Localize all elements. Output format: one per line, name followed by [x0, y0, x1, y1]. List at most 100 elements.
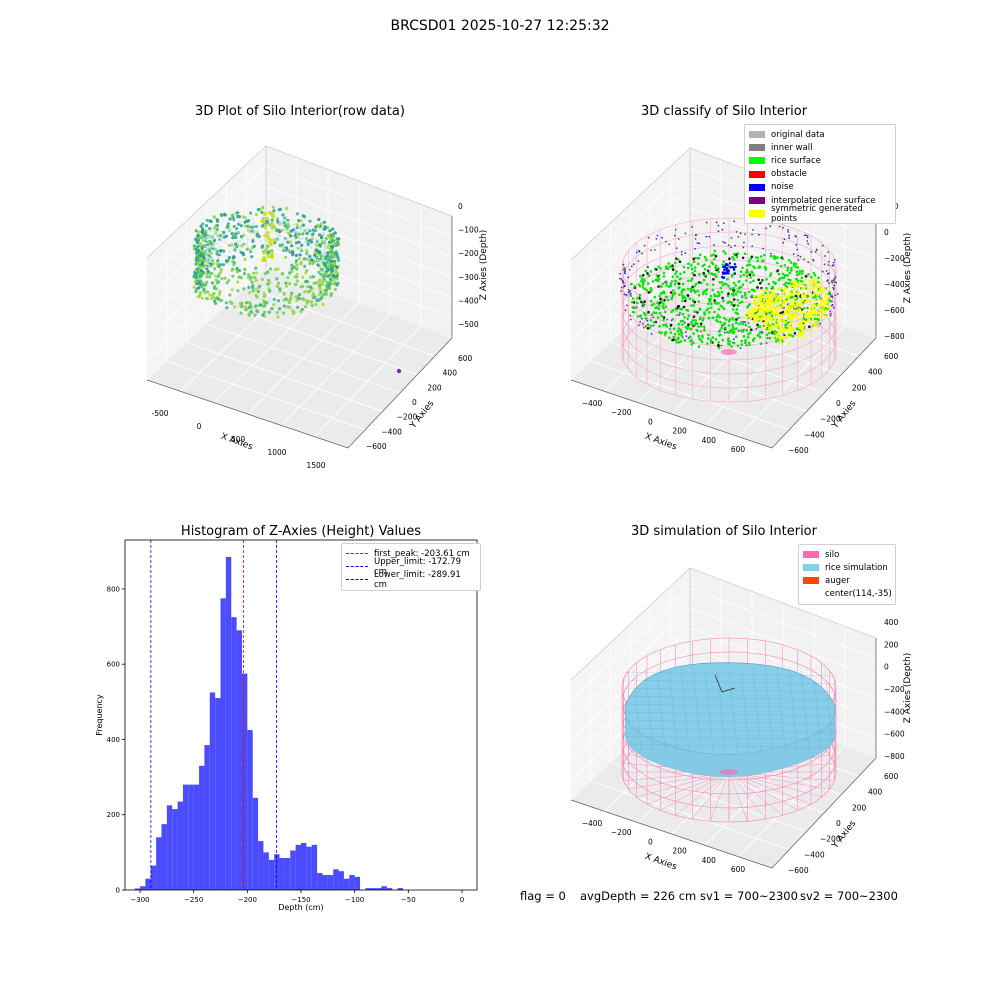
panel2-rice-point [754, 311, 757, 315]
panel1-point [219, 237, 222, 240]
panel1-z-tick: −200 [458, 249, 479, 258]
panel1-point [301, 275, 305, 279]
x-tick-label: −200 [238, 896, 257, 904]
panel1-point [235, 224, 239, 227]
panel4-zlabel: Z Axies (Depth) [903, 653, 913, 724]
panel2-noise-point [762, 325, 765, 327]
histogram-bar [263, 852, 269, 890]
histogram-bar [338, 871, 344, 890]
panel2-rice-point [719, 286, 723, 290]
panel2-rice-point [689, 287, 693, 291]
panel1-point [210, 230, 213, 233]
panel2-rice-point [756, 325, 760, 329]
panel2-rice-point [660, 300, 664, 304]
histogram-bar [241, 673, 248, 890]
panel2-y-tick: 400 [868, 368, 883, 377]
panel1-point [231, 218, 234, 221]
panel1-point [306, 289, 310, 294]
panel1-point [207, 245, 210, 248]
panel2-rice-point [664, 333, 667, 336]
panel1-point [293, 236, 296, 239]
panel2-symmetric-point [774, 300, 778, 303]
panel1-point [278, 230, 282, 234]
panel1-point [239, 311, 243, 315]
panel1-point [277, 208, 281, 212]
panel1-point [205, 258, 208, 261]
panel2-noise-point [722, 265, 725, 269]
panel2-rice-point [789, 261, 793, 264]
panel1-point [194, 247, 198, 251]
panel1-x-tick: 500 [231, 435, 246, 444]
panel2-rice-point [713, 249, 717, 253]
panel2-rice-point [795, 273, 799, 277]
panel2-rice-point [705, 308, 708, 312]
panel2-noise-point [624, 268, 626, 271]
panel2-noise-point [723, 331, 726, 334]
panel1-point [303, 305, 307, 309]
panel2-rice-point [711, 283, 715, 287]
panel1-point [267, 287, 271, 291]
panel1-point [326, 245, 330, 249]
panel4-z-tick: −400 [884, 707, 905, 716]
panel1-x-tick: 1500 [306, 461, 325, 470]
panel2-rice-point [713, 257, 716, 261]
axes-floor-pane [147, 268, 452, 448]
panel1-point [232, 255, 236, 259]
panel1-y-tick: 600 [458, 354, 473, 363]
panel2-rice-point [680, 307, 684, 311]
legend-swatch [749, 170, 765, 178]
panel2-rice-point [644, 313, 647, 317]
panel2-noise-point [637, 260, 640, 262]
panel1-point [293, 283, 297, 287]
panel4-x-tick: 200 [672, 847, 687, 856]
panel1-point [247, 223, 250, 226]
histogram-bar [177, 801, 183, 890]
panel2-rice-point [670, 310, 673, 314]
panel2-noise-point [783, 238, 786, 241]
panel1-point [284, 255, 288, 259]
panel2-symmetric-point [769, 306, 773, 310]
panel1-point [308, 254, 312, 259]
panel2-rice-point [719, 304, 723, 308]
panel1-point [249, 275, 253, 279]
panel2-rice-point [726, 330, 729, 334]
panel2-rice-point [812, 271, 816, 275]
panel2-rice-point [737, 280, 741, 284]
legend-label: first_peak: -203.61 cm [374, 548, 470, 559]
panel4-y-tick: 0 [836, 819, 841, 828]
panel1-point [242, 272, 247, 276]
panel2-rice-point [742, 335, 746, 338]
panel1-point [192, 285, 196, 289]
legend-label: original data [771, 129, 825, 140]
panel4-legend: silo rice simulation auger center(114,-35) [798, 544, 896, 605]
panel1-point [302, 257, 306, 261]
panel1-point [261, 298, 265, 302]
histogram-bar [258, 841, 264, 890]
panel2-rice-point [703, 329, 706, 332]
panel2-noise-point [831, 281, 834, 284]
panel2-rice-point [682, 305, 686, 309]
panel2-noise-point [725, 269, 728, 273]
axes-floor-edge [570, 757, 877, 869]
panel1-point [268, 238, 273, 242]
panel2-rice-point [774, 281, 777, 285]
panel1-y-tick: 200 [427, 383, 442, 392]
panel2-rice-point [633, 285, 637, 288]
panel1-point [230, 268, 234, 272]
panel2-rice-point [771, 285, 775, 289]
panel1-point [278, 287, 282, 291]
panel1-point [250, 249, 253, 253]
legend-label: Upper_limit: -172.79 cm [374, 556, 462, 577]
panel1-point [209, 263, 213, 268]
panel2-noise-point [675, 247, 678, 250]
panel1-point [196, 270, 200, 274]
panel2-rice-point [740, 320, 743, 324]
panel1-point [272, 302, 276, 307]
panel2-rice-point [661, 282, 665, 286]
panel2-noise-point [828, 272, 830, 275]
panel2-noise-point [830, 312, 832, 315]
panel2-symmetric-point [773, 294, 777, 298]
panel2-symmetric-point [808, 320, 812, 323]
panel2-rice-point [756, 323, 759, 327]
panel2-rice-point [814, 295, 817, 298]
